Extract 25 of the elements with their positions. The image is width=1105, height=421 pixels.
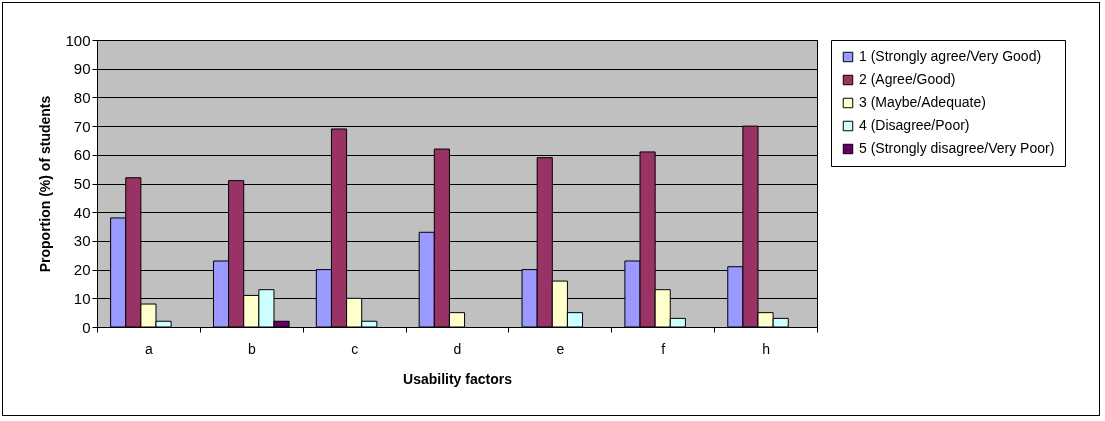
y-tick-label: 60	[73, 146, 91, 164]
x-tick-label: h	[762, 340, 770, 357]
y-tick-label: 100	[65, 31, 91, 49]
x-tick-label: b	[247, 340, 256, 357]
x-tick-label: f	[661, 340, 666, 357]
x-axis-title: Usability factors	[403, 370, 513, 387]
x-tick-label: e	[556, 340, 565, 357]
legend-label: 5 (Strongly disagree/Very Poor)	[859, 140, 1055, 156]
y-tick-label: 50	[73, 175, 91, 192]
x-tick-label: c	[351, 340, 359, 357]
y-tick-label: 70	[73, 117, 91, 135]
y-tick-label: 0	[82, 318, 91, 336]
y-tick-label: 80	[73, 88, 91, 106]
legend-label: 3 (Maybe/Adequate)	[859, 94, 986, 110]
y-tick-label: 30	[73, 232, 91, 250]
y-tick-label: 10	[73, 289, 91, 307]
legend-label: 2 (Agree/Good)	[859, 71, 956, 87]
y-tick-label: 90	[73, 60, 91, 78]
legend-label: 4 (Disagree/Poor)	[859, 117, 970, 133]
legend-label: 1 (Strongly agree/Very Good)	[859, 48, 1042, 64]
y-tick-label: 40	[73, 203, 91, 221]
y-tick-label: 20	[73, 261, 91, 279]
x-tick-label: d	[453, 340, 462, 357]
y-axis-title: Proportion (%) of students	[37, 95, 54, 273]
x-tick-label: a	[145, 340, 154, 357]
